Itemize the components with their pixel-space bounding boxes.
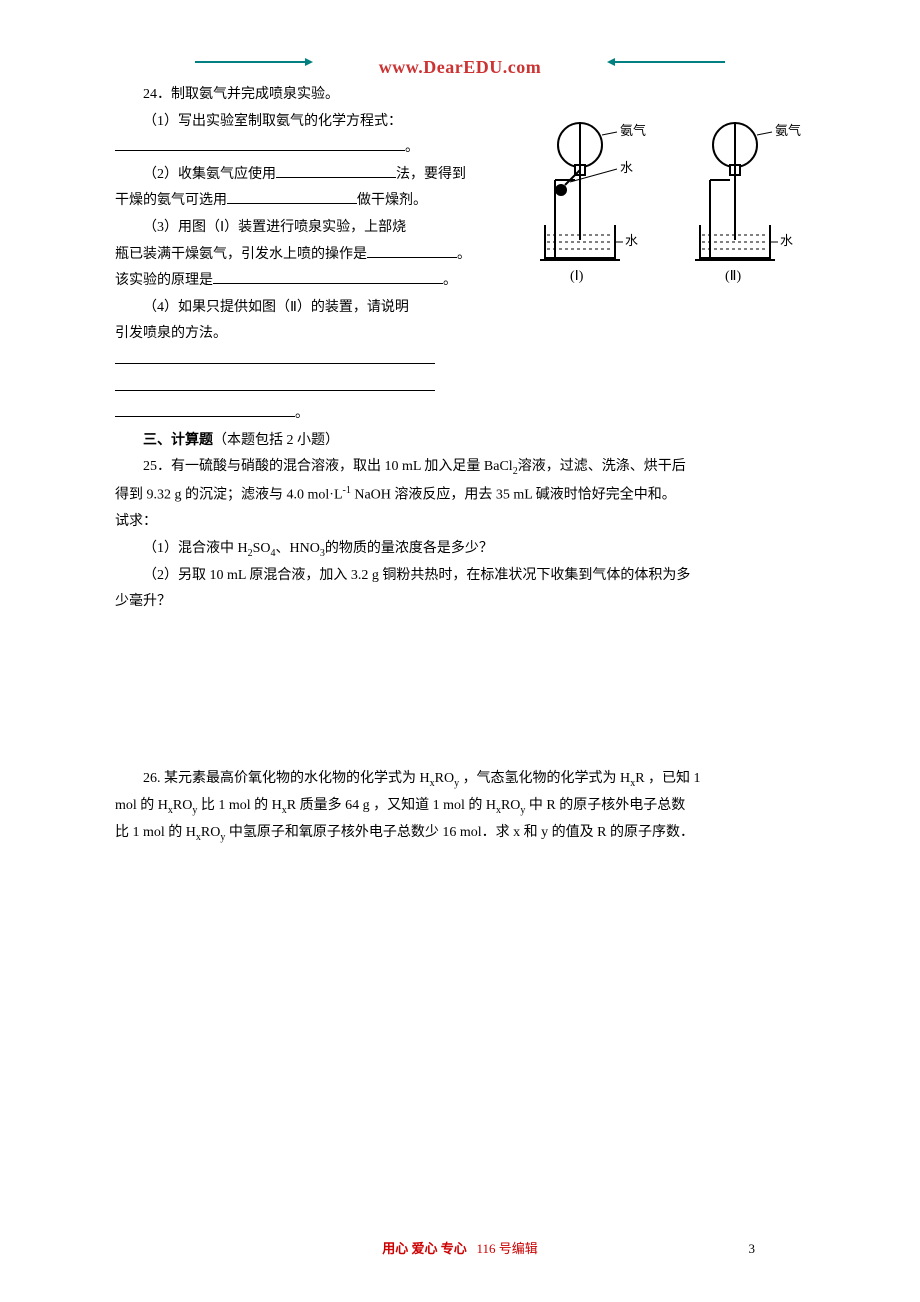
q24-p3b: 做干燥剂。 xyxy=(357,193,427,208)
q24-p6a: 该实验的原理是 xyxy=(115,273,213,288)
q24-p9-suffix: 。 xyxy=(295,406,309,421)
q24-blank4: 。 xyxy=(115,401,805,428)
q24-title: 24．制取氨气并完成喷泉实验。 xyxy=(115,82,805,109)
label-roman-1: (Ⅰ) xyxy=(570,269,584,284)
q26-l2b: RO xyxy=(173,798,192,813)
page-number: 3 xyxy=(749,1237,756,1262)
q25-l5: （2）另取 10 mL 原混合液，加入 3.2 g 铜粉共热时，在标准状况下收集… xyxy=(115,563,805,590)
footer-slogan: 用心 爱心 专心 xyxy=(382,1241,467,1256)
banner-arrow-right-icon xyxy=(615,61,725,63)
q26-l3a: 比 1 mol 的 H xyxy=(115,825,196,840)
label-water-bot-1: 水 xyxy=(625,233,638,248)
section3-heading-line: 三、计算题（本题包括 2 小题） xyxy=(115,428,805,455)
q26-l2f: 中 R 的原子核外电子总数 xyxy=(525,798,685,813)
experiment-figure: 氨气 水 水 (Ⅰ) xyxy=(525,110,815,310)
banner-url: www.DearEDU.com xyxy=(379,57,541,77)
q24-p1-suffix: 。 xyxy=(405,140,419,155)
q24-p3a: 干燥的氨气可选用 xyxy=(115,193,227,208)
q25-l2b: NaOH 溶液反应，用去 35 mL 碱液时恰好完全中和。 xyxy=(351,488,676,503)
q26-l3c: 中氢原子和氧原子核外电子总数少 16 mol．求 x 和 y 的值及 R 的原子… xyxy=(225,825,694,840)
q25-l4: （1）混合液中 H2SO4、HNO3的物质的量浓度各是多少？ xyxy=(115,536,805,563)
q26-l1c: ，气态氢化物的化学式为 H xyxy=(459,771,630,786)
section3-tail: （本题包括 2 小题） xyxy=(213,433,339,448)
section3-heading: 三、计算题 xyxy=(143,433,213,448)
header-banner: www.DearEDU.com xyxy=(115,50,805,74)
page: www.DearEDU.com xyxy=(0,0,920,1302)
q26-l1b: RO xyxy=(435,771,454,786)
q24-p6b: 。 xyxy=(443,273,457,288)
label-water-bot-2: 水 xyxy=(780,233,793,248)
q25-l2a: 得到 9.32 g 的沉淀；滤液与 4.0 mol·L xyxy=(115,488,343,503)
blank-field[interactable] xyxy=(276,163,396,178)
q25-l2: 得到 9.32 g 的沉淀；滤液与 4.0 mol·L-1 NaOH 溶液反应，… xyxy=(115,481,805,509)
label-roman-2: (Ⅱ) xyxy=(725,269,742,284)
footer-editor: 116 号编辑 xyxy=(470,1241,538,1256)
label-nh3-1: 氨气 xyxy=(620,123,646,138)
q25-l4c: 、HNO xyxy=(276,541,320,556)
apparatus-svg-icon: 氨气 水 水 (Ⅰ) xyxy=(525,110,815,310)
spacer xyxy=(115,616,805,766)
q25-l1a: 25．有一硫酸与硝酸的混合溶液，取出 10 mL 加入足量 BaCl xyxy=(143,459,513,474)
blank-field[interactable] xyxy=(115,376,435,391)
blank-field[interactable] xyxy=(115,402,295,417)
q26-l2e: RO xyxy=(501,798,520,813)
q25-l4d: 的物质的量浓度各是多少？ xyxy=(325,541,493,556)
blank-field[interactable] xyxy=(213,269,443,284)
q26-l2a: mol 的 H xyxy=(115,798,168,813)
label-nh3-2: 氨气 xyxy=(775,123,801,138)
q25-l3: 试求： xyxy=(115,509,805,536)
q25-l4b: SO xyxy=(253,541,271,556)
q25-l1: 25．有一硫酸与硝酸的混合溶液，取出 10 mL 加入足量 BaCl2溶液，过滤… xyxy=(115,454,805,481)
q24-blank3 xyxy=(115,375,805,402)
q26-l2: mol 的 HxROy 比 1 mol 的 HxR 质量多 64 g ，又知道 … xyxy=(115,793,805,820)
q24-p2b: 法，要得到 xyxy=(396,167,466,182)
content: 氨气 水 水 (Ⅰ) xyxy=(115,82,805,846)
footer-editor-text: 116 号编辑 xyxy=(476,1241,537,1256)
q24-p2a: （2）收集氨气应使用 xyxy=(143,167,276,182)
blank-field[interactable] xyxy=(367,243,457,258)
q25-l1b: 溶液，过滤、洗涤、烘干后 xyxy=(518,459,686,474)
sup-neg1: -1 xyxy=(343,485,351,496)
label-water-top-1: 水 xyxy=(620,160,633,175)
q26-l1: 26. 某元素最高价氧化物的水化物的化学式为 HxROy ，气态氢化物的化学式为… xyxy=(115,766,805,793)
q26-l3b: RO xyxy=(201,825,220,840)
q26-l1d: R ，已知 1 xyxy=(635,771,700,786)
q26-l3: 比 1 mol 的 HxROy 中氢原子和氧原子核外电子总数少 16 mol．求… xyxy=(115,820,805,847)
q24-p8: 引发喷泉的方法。 xyxy=(115,321,805,348)
blank-field[interactable] xyxy=(115,136,405,151)
blank-field[interactable] xyxy=(115,349,435,364)
q24-p5b: 。 xyxy=(457,247,471,262)
q26-l1a: 26. 某元素最高价氧化物的水化物的化学式为 H xyxy=(143,771,430,786)
q26-l2d: R 质量多 64 g ，又知道 1 mol 的 H xyxy=(287,798,496,813)
q24-p5a: 瓶已装满干燥氨气，引发水上喷的操作是 xyxy=(115,247,367,262)
q24-blank2 xyxy=(115,348,805,375)
blank-field[interactable] xyxy=(227,189,357,204)
q25-l6: 少毫升？ xyxy=(115,589,805,616)
q25-l4a: （1）混合液中 H xyxy=(143,541,248,556)
q26-l2c: 比 1 mol 的 H xyxy=(197,798,281,813)
banner-arrow-left-icon xyxy=(195,61,305,63)
page-footer: 用心 爱心 专心 116 号编辑 3 xyxy=(0,1237,920,1262)
